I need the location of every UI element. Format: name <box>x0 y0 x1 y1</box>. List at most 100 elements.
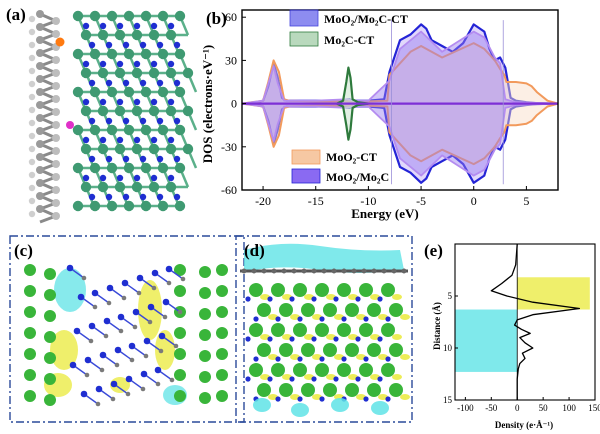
carbon-atom <box>391 268 397 274</box>
mo-atom <box>123 162 135 174</box>
carbon-atom <box>169 377 175 383</box>
n-atom <box>103 317 111 325</box>
density-plot-frame <box>454 243 596 401</box>
green-atom <box>359 283 373 297</box>
density-x-axis-title: Density (e·Å⁻¹) <box>495 420 553 430</box>
carbon-atom <box>271 268 277 274</box>
mo-atom <box>157 124 169 136</box>
carbon-atom <box>401 268 407 274</box>
dos-area-moo-ct-spin-down <box>242 103 558 165</box>
carbon-atom <box>52 30 60 38</box>
carbon-atom <box>28 80 36 88</box>
mo-atom <box>165 29 177 41</box>
n-atom <box>88 41 96 49</box>
n-atom <box>139 155 147 163</box>
charge-isosurface <box>54 268 86 312</box>
dos-x-tick-label: 0 <box>471 194 477 208</box>
n-atom <box>125 375 133 383</box>
dos-line-moo-mo-c-spin-down <box>241 102 559 177</box>
n-atom <box>82 22 90 30</box>
carbon-atom <box>28 145 36 153</box>
green-atom <box>301 343 315 357</box>
n-atom <box>133 136 141 144</box>
green-atom <box>323 303 337 317</box>
green-atom <box>257 343 271 357</box>
green-atom <box>257 383 271 397</box>
mo-atom <box>89 10 101 22</box>
mo-atom <box>148 105 160 117</box>
n-atom <box>133 174 141 182</box>
green-atom <box>323 343 337 357</box>
green-atom <box>216 348 228 360</box>
mo-atom <box>148 143 160 155</box>
n-atom <box>150 136 158 144</box>
mo-atom <box>114 29 126 41</box>
green-atom <box>293 283 307 297</box>
legend-label-mo2c-ct: Mo₂C-CT <box>324 33 374 47</box>
carbon-atom <box>140 386 146 392</box>
mo-atom <box>165 67 177 79</box>
n-atom <box>88 117 96 125</box>
o-atom <box>55 37 65 47</box>
mo-atom <box>89 86 101 98</box>
carbon-atom <box>147 319 153 325</box>
mo-atom <box>80 143 92 155</box>
legend-swatch-moo2-mo2c-ct <box>289 9 319 27</box>
panel-label-d: (d) <box>244 241 265 260</box>
carbon-atom <box>52 147 60 155</box>
n-atom <box>297 356 303 362</box>
carbon-atom <box>28 54 36 62</box>
carbon-atom <box>125 391 131 397</box>
green-atom <box>199 392 211 404</box>
mo-atom <box>182 105 194 117</box>
density-y-tick-label: 5 <box>448 291 453 301</box>
dos-line-mo-c-ct-spin-down <box>336 102 369 141</box>
carbon-atom <box>52 173 60 181</box>
green-atom <box>174 285 186 297</box>
mo-atom <box>148 29 160 41</box>
n-atom <box>151 269 159 277</box>
density-y-axis-title: Distance (Å) <box>432 302 442 350</box>
n-atom <box>143 337 151 345</box>
carbon-atom <box>52 17 60 25</box>
n-atom <box>80 390 88 398</box>
n-atom <box>156 193 164 201</box>
green-atom <box>24 327 36 339</box>
n-atom <box>99 174 107 182</box>
n-atom <box>167 22 175 30</box>
n-atom <box>122 41 130 49</box>
dos-chart: -20 -15 -10 -5 0 5 -60 -30 0 30 60 <box>221 9 559 208</box>
carbon-atom <box>28 158 36 166</box>
carbon-atom <box>88 338 94 344</box>
n-atom <box>311 296 317 302</box>
green-atom <box>174 264 186 276</box>
n-atom <box>319 316 325 322</box>
charge-isosurface <box>371 401 389 415</box>
carbon-atom <box>28 210 36 218</box>
mo-atom <box>114 181 126 193</box>
mo-atom <box>131 105 143 117</box>
mo-atom <box>114 105 126 117</box>
n-atom <box>355 336 361 342</box>
mo-atom <box>157 86 169 98</box>
density-x-tick-label: 100 <box>562 403 576 413</box>
mo-atom <box>114 67 126 79</box>
carbon-atom <box>341 268 347 274</box>
carbon-atom <box>36 62 44 70</box>
n-atom <box>173 41 181 49</box>
n-atom <box>333 336 339 342</box>
n-atom <box>121 279 129 287</box>
n-atom <box>114 346 122 354</box>
n-atom <box>289 336 295 342</box>
green-atom <box>199 266 211 278</box>
green-atom <box>315 283 329 297</box>
mo-atom <box>131 29 143 41</box>
mo-atom <box>106 162 118 174</box>
n-atom <box>156 155 164 163</box>
carbon-atom <box>52 160 60 168</box>
green-atom <box>44 310 56 322</box>
mo-atom <box>97 143 109 155</box>
charge-isosurface <box>291 403 309 417</box>
n-atom <box>363 356 369 362</box>
panel-a: (a) <box>6 5 198 224</box>
